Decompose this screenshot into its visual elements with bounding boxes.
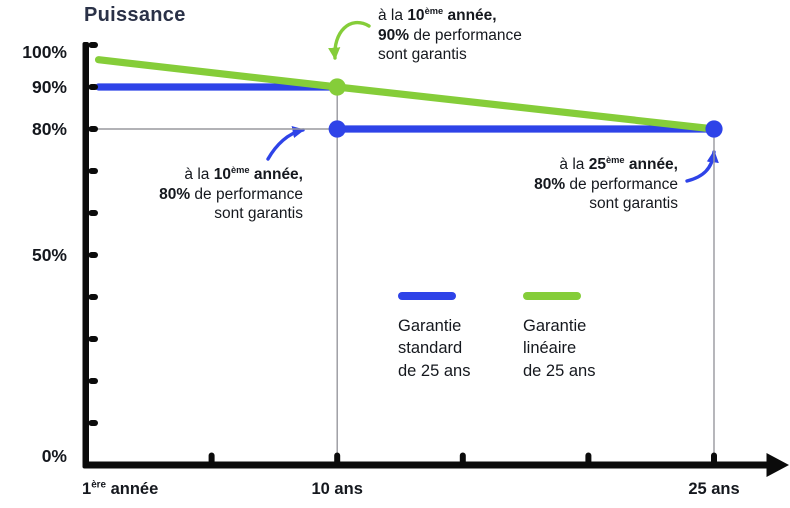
- annotation-text-bold: 25ème année,: [588, 154, 678, 173]
- y-axis-tick: [88, 420, 98, 426]
- annotation-text-bold: 80%: [534, 175, 566, 193]
- y-axis-label: 90%: [31, 77, 67, 97]
- legend-swatch-standard: [398, 292, 456, 300]
- annotation-text-line: sont garantis: [589, 195, 678, 212]
- x-axis-label: 25 ans: [688, 480, 740, 498]
- annotation-text-line: à la 10ème année,: [378, 6, 553, 26]
- annotation-arrow-linear-10y: [328, 20, 371, 60]
- series-marker-standard: [328, 120, 346, 138]
- y-axis-label: 80%: [31, 119, 67, 139]
- y-axis-tick: [88, 252, 98, 258]
- annotation-text-line: à la 10ème année,: [140, 165, 303, 185]
- legend-label-line: de 25 ans: [398, 361, 471, 380]
- annotation-text-part: à la: [184, 166, 214, 183]
- legend-label-line: Garantie: [523, 316, 587, 335]
- annotation-superscript: ème: [605, 154, 625, 165]
- annotation-text-part: à la: [378, 7, 408, 24]
- legend-swatch-lineaire: [523, 292, 581, 300]
- y-axis-tick: [88, 210, 98, 216]
- annotation-10y-standard: à la 10ème année, 80% de performance son…: [140, 165, 303, 224]
- annotation-text-line: à la 25ème année,: [490, 155, 678, 175]
- y-axis-tick: [88, 378, 98, 384]
- annotation-text-line: 80% de performance: [140, 185, 303, 205]
- y-axis-tick: [88, 126, 98, 132]
- legend-label-lineaire: Garantie linéaire de 25 ans: [523, 315, 595, 383]
- annotation-text-line: 80% de performance: [490, 175, 678, 195]
- annotation-10y-linear: à la 10ème année, 90% de performance son…: [378, 6, 553, 65]
- legend-label-line: de 25 ans: [523, 361, 596, 380]
- legend-label-standard: Garantie standard de 25 ans: [398, 315, 470, 383]
- annotation-superscript: ème: [424, 5, 444, 16]
- series-marker-lineaire: [328, 78, 346, 96]
- annotation-text-line: 90% de performance: [378, 26, 553, 46]
- annotation-text-line: sont garantis: [378, 46, 467, 63]
- series-line-lineaire: [94, 56, 718, 133]
- annotation-text-part: à la: [559, 156, 589, 173]
- y-axis-tick: [88, 84, 98, 90]
- annotation-text-line: sont garantis: [214, 205, 303, 222]
- annotation-text-bold: 90%: [378, 26, 410, 44]
- y-axis-label: 50%: [31, 245, 67, 265]
- y-axis-tick: [88, 42, 98, 48]
- annotation-text-bold: 10ème année,: [213, 164, 303, 183]
- x-axis: [82, 461, 769, 469]
- y-axis-label: 0%: [41, 446, 67, 466]
- legend-label-line: linéaire: [523, 339, 577, 357]
- annotation-text-part: de performance: [409, 26, 522, 44]
- y-axis-label: 100%: [22, 42, 67, 62]
- y-axis: [82, 42, 89, 468]
- x-axis-arrow-icon: [766, 453, 789, 477]
- y-axis-tick: [88, 294, 98, 300]
- x-axis-label-superscript: ère: [91, 479, 107, 491]
- annotation-text-bold: 80%: [159, 185, 191, 203]
- annotation-text-part: 10: [407, 7, 425, 24]
- legend-item-standard: Garantie standard de 25 ans: [398, 292, 470, 382]
- annotation-text-part: de performance: [190, 185, 303, 203]
- x-axis-label: 10 ans: [311, 480, 363, 498]
- series-marker-standard: [705, 120, 723, 138]
- annotation-text-part: 25: [588, 156, 606, 173]
- annotation-arrow-standard-10y: [266, 126, 305, 161]
- annotation-text-part: année,: [443, 7, 497, 24]
- annotation-text-part: 10: [213, 166, 231, 183]
- annotation-text-bold: 10ème année,: [407, 5, 497, 24]
- legend-label-line: standard: [398, 339, 463, 357]
- legend-label-line: Garantie: [398, 316, 462, 335]
- y-axis-tick: [88, 336, 98, 342]
- legend-item-lineaire: Garantie linéaire de 25 ans: [523, 292, 595, 382]
- annotation-superscript: ème: [230, 164, 250, 175]
- annotation-text-part: année,: [249, 166, 303, 183]
- y-axis-tick: [88, 168, 98, 174]
- x-axis-label: 1ère année: [82, 479, 159, 498]
- annotation-25y: à la 25ème année, 80% de performance son…: [490, 155, 678, 214]
- annotation-text-part: de performance: [565, 175, 678, 193]
- annotation-arrow-25y: [685, 150, 719, 183]
- chart-title: Puissance: [84, 4, 186, 26]
- annotation-text-part: année,: [624, 156, 678, 173]
